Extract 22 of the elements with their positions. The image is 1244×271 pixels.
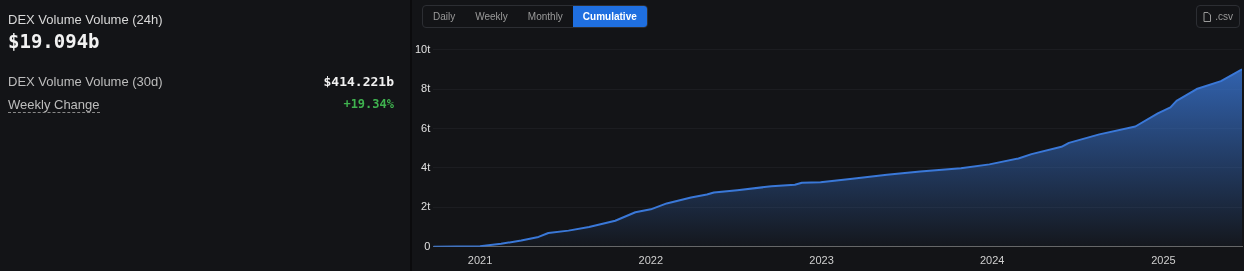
text: DEX Volume Volume (24h) — [8, 12, 163, 27]
x-tick-label: 2024 — [979, 254, 1005, 267]
x-tick-label: 2022 — [638, 254, 664, 267]
text: Cumulative — [572, 6, 647, 27]
y-tick-label: 10t — [414, 42, 431, 55]
y-tick-label: 4t — [421, 160, 431, 173]
y-tick-label: 6t — [421, 121, 431, 134]
text: .csv — [1215, 11, 1233, 22]
y-tick-label: 0 — [424, 239, 431, 252]
text: $19.094b — [8, 30, 100, 52]
y-tick-label: 2t — [421, 200, 431, 213]
text: Monthly — [526, 10, 564, 24]
x-tick-label: 2025 — [1151, 254, 1176, 267]
x-tick-label: 2023 — [809, 254, 834, 267]
text: Weekly Change — [8, 97, 100, 113]
text: +19.34% — [343, 97, 394, 111]
y-tick-label: 8t — [421, 82, 431, 95]
text: $414.221b — [323, 74, 394, 89]
text: Daily — [432, 10, 457, 24]
x-tick-label: 2021 — [467, 254, 493, 267]
text: Weekly — [474, 10, 509, 24]
text: DEX Volume Volume (30d) — [8, 74, 163, 89]
